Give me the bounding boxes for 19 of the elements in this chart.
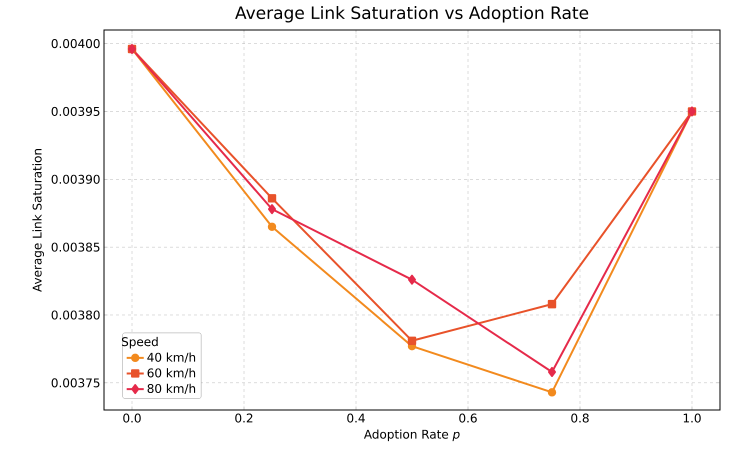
legend-label: 40 km/h [147,352,196,363]
y-tick-label: 0.00380 [52,310,100,320]
legend-label: 60 km/h [148,368,196,378]
legend-label: 80 km/h [148,384,196,394]
legend-title: Speed [122,336,158,349]
y-axis-title: Average Link Saturation [32,148,44,292]
y-tick-label: 0.00385 [52,242,100,252]
y-tick-label: 0.00395 [52,106,100,116]
x-tick-label: 0.6 [459,414,477,423]
y-tick-label: 0.00390 [52,174,100,184]
y-tick-label: 0.00375 [52,378,100,388]
x-tick-label: 1.0 [684,414,701,423]
x-tick-label: 0.4 [347,414,365,423]
chart-title: Average Link Saturation vs Adoption Rate [235,6,588,22]
y-tick-label: 0.00400 [52,39,100,48]
x-tick-label: 0.0 [123,414,141,423]
x-tick-label: 0.8 [571,414,589,423]
x-axis-title: Adoption Rate p [364,429,460,442]
x-tick-label: 0.2 [235,414,252,423]
